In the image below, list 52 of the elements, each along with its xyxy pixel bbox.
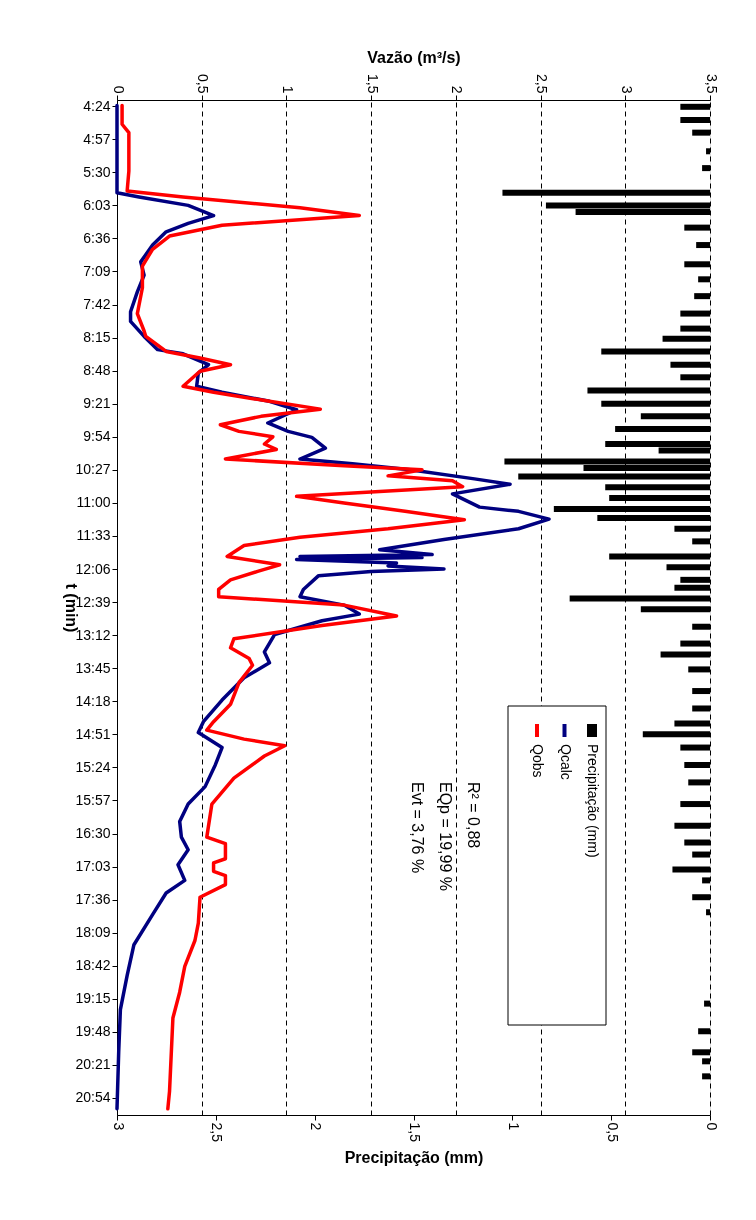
y-tick-label: 5:30: [83, 163, 111, 180]
annotation: R² = 0,88: [465, 782, 482, 849]
y-tick-label: 19:15: [75, 990, 111, 1007]
x-axis-title: Precipitação (mm): [344, 1148, 484, 1166]
legend-label: Precipitação (mm): [585, 744, 601, 858]
y-tick-label: 18:09: [75, 924, 111, 941]
y-tick-label: 7:42: [83, 296, 111, 313]
x2-tick-label: 1,5: [364, 74, 381, 94]
y-tick-label: 9:54: [83, 428, 111, 445]
y-tick-label: 4:24: [83, 97, 111, 114]
x2-tick-label: 0: [110, 85, 127, 94]
x2-tick-label: 3,5: [703, 74, 720, 94]
y-tick-label: 11:33: [76, 527, 111, 544]
legend-label: Qobs: [530, 744, 546, 778]
y-tick-label: 19:48: [75, 1023, 111, 1040]
y-tick-label: 6:03: [83, 196, 111, 213]
x-tick-label: 2,5: [209, 1122, 226, 1143]
y-tick-label: 10:27: [75, 461, 111, 478]
y-tick-label: 8:15: [83, 329, 111, 346]
legend-label: Qcalc: [557, 744, 574, 780]
x2-tick-label: 1: [279, 85, 296, 94]
y-tick-label: 20:54: [75, 1089, 111, 1106]
x-tick-label: 3: [110, 1122, 127, 1131]
y-tick-label: 17:03: [75, 858, 111, 875]
x-tick-label: 2: [308, 1122, 325, 1131]
annotation: Evt = 3,76 %: [409, 782, 426, 874]
y-tick-label: 7:09: [83, 263, 111, 279]
y-tick-label: 18:42: [75, 957, 111, 974]
y-tick-label: 6:36: [83, 229, 111, 246]
x2-tick-label: 0,5: [195, 74, 212, 94]
y-tick-label: 15:57: [75, 791, 111, 808]
x-tick-label: 1,5: [407, 1122, 423, 1143]
y-tick-label: 20:21: [75, 1056, 111, 1073]
y-tick-label: 15:24: [75, 758, 111, 775]
y-tick-label: 13:45: [75, 659, 111, 676]
y-tick-label: 12:06: [75, 560, 111, 577]
y-tick-label: 9:21: [83, 395, 111, 412]
y-tick-label: 14:51: [75, 725, 111, 742]
x-tick-label: 0,5: [604, 1122, 621, 1143]
y-tick-label: 11:00: [76, 494, 111, 511]
x-tick-label: 1: [505, 1122, 522, 1131]
y-tick-label: 14:18: [75, 692, 111, 709]
x2-axis-title: Vazão (m³/s): [367, 49, 461, 67]
y-tick-label: 17:36: [75, 891, 111, 908]
y-tick-label: 16:30: [75, 825, 111, 841]
annotation: EQp = 19,99 %: [437, 782, 454, 891]
y-tick-label: 4:57: [83, 130, 111, 147]
y-tick-label: 8:48: [83, 362, 111, 379]
x2-tick-label: 3: [618, 85, 635, 94]
x-tick-label: 0: [703, 1122, 720, 1131]
x2-tick-label: 2,5: [534, 74, 551, 94]
x2-tick-label: 2: [449, 85, 466, 94]
